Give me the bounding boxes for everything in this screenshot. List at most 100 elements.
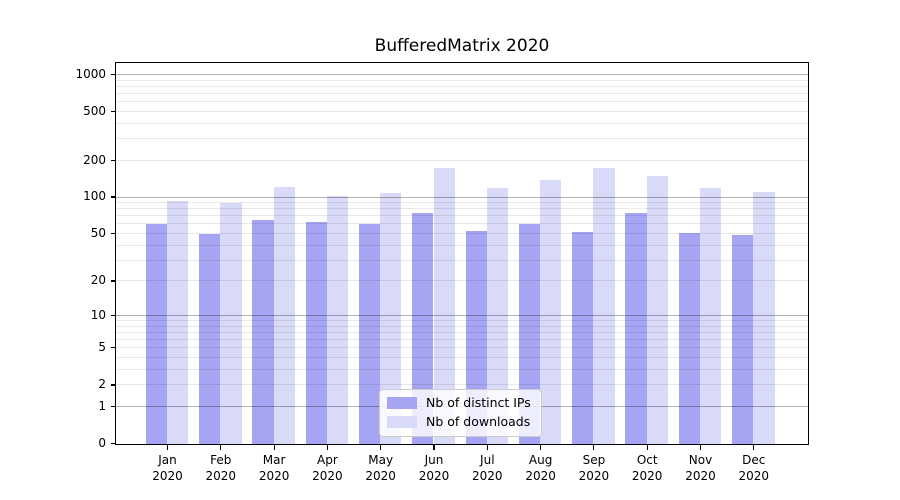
x-tick-label-nov: Nov 2020 <box>685 453 716 483</box>
y-tick-label: 5 <box>98 340 106 355</box>
x-tick-label-jul: Jul 2020 <box>472 453 503 483</box>
x-tick-mark <box>593 445 595 450</box>
gridline-major <box>116 73 808 75</box>
gridline-minor <box>116 93 808 94</box>
gridline-minor <box>116 357 808 358</box>
y-tick-label: 1000 <box>75 66 106 81</box>
gridline-minor <box>116 215 808 217</box>
y-tick-label: 0 <box>98 436 106 450</box>
gridline-minor <box>116 110 808 112</box>
bar-downloads-jun <box>433 167 455 444</box>
y-tick-label: 50 <box>90 225 106 240</box>
gridline-minor <box>116 259 808 261</box>
legend-swatch-downloads-icon <box>387 416 417 428</box>
x-tick-label-oct: Oct 2020 <box>631 453 663 483</box>
y-tick-mark <box>110 314 115 317</box>
gridline-major <box>116 196 808 198</box>
y-tick-mark <box>110 405 115 408</box>
gridline-major <box>116 314 808 316</box>
gridline-minor <box>116 320 808 321</box>
bar-downloads-dec <box>753 192 775 444</box>
gridline-minor <box>116 202 808 203</box>
gridline-minor <box>116 325 808 327</box>
bar-downloads-mar <box>273 186 295 444</box>
y-tick-mark <box>110 159 115 161</box>
bar-downloads-feb <box>220 203 242 444</box>
x-tick-mark <box>166 445 169 450</box>
y-tick-mark <box>110 384 115 386</box>
gridline-minor <box>116 331 808 333</box>
x-tick-mark <box>699 445 702 450</box>
x-tick-label-apr: Apr 2020 <box>312 453 343 483</box>
y-tick-label: 200 <box>83 152 106 167</box>
plot-canvas <box>116 63 808 444</box>
y-tick-label: 1 <box>98 398 106 413</box>
bar-distinct-ips-may <box>358 224 381 444</box>
y-tick-mark <box>110 196 115 198</box>
gridline-minor <box>116 384 808 386</box>
y-tick-mark <box>110 280 115 282</box>
chart-title: BufferedMatrix 2020 <box>374 36 550 56</box>
legend-label-downloads: Nb of downloads <box>426 414 531 429</box>
bar-distinct-ips-nov <box>678 232 700 444</box>
y-tick-label: 10 <box>90 307 106 322</box>
x-tick-label-jan: Jan 2020 <box>152 453 183 483</box>
x-tick-mark <box>380 445 382 450</box>
x-tick-mark <box>486 445 488 450</box>
x-tick-label-sep: Sep 2020 <box>578 453 610 483</box>
gridline-minor <box>116 85 808 87</box>
gridline-minor <box>116 223 808 225</box>
y-tick-label: 100 <box>83 189 106 204</box>
y-tick-mark <box>110 73 115 76</box>
gridline-minor <box>116 244 808 246</box>
bar-distinct-ips-aug <box>518 223 541 444</box>
gridline-minor <box>116 101 808 103</box>
gridline-minor <box>116 339 808 341</box>
gridline-minor <box>116 233 808 234</box>
bar-distinct-ips-dec <box>732 235 754 444</box>
x-tick-label-aug: Aug 2020 <box>525 453 556 483</box>
legend-item-downloads: Nb of downloads <box>387 414 531 430</box>
bar-downloads-oct <box>646 176 668 444</box>
gridline-minor <box>116 159 808 161</box>
y-tick-mark <box>110 443 115 445</box>
bar-distinct-ips-apr <box>305 221 327 444</box>
y-tick-mark <box>110 232 115 235</box>
bar-distinct-ips-sep <box>572 231 594 444</box>
legend: Nb of distinct IPs Nb of downloads <box>379 389 542 437</box>
x-tick-label-may: May 2020 <box>365 453 396 483</box>
bar-distinct-ips-feb <box>199 233 221 444</box>
x-tick-mark <box>753 445 755 450</box>
x-tick-label-feb: Feb 2020 <box>205 453 237 483</box>
bar-downloads-nov <box>700 188 722 444</box>
bar-distinct-ips-oct <box>625 213 647 444</box>
gridline-minor <box>116 208 808 210</box>
x-tick-label-mar: Mar 2020 <box>258 453 290 483</box>
y-tick-label: 2 <box>98 377 106 392</box>
bar-distinct-ips-jun <box>412 213 434 444</box>
x-tick-mark <box>326 445 328 450</box>
bar-downloads-jul <box>486 188 509 444</box>
x-tick-mark <box>540 445 542 450</box>
y-tick-label: 20 <box>90 273 106 288</box>
gridline-minor <box>116 122 808 124</box>
gridline-minor <box>116 368 808 370</box>
plot-area <box>115 62 809 445</box>
bar-distinct-ips-jan <box>145 223 167 444</box>
legend-swatch-distinct-ips-icon <box>387 397 417 409</box>
bar-downloads-may <box>380 193 402 444</box>
bar-distinct-ips-mar <box>252 220 274 444</box>
x-tick-mark <box>433 445 435 450</box>
gridline-minor <box>116 280 808 282</box>
x-tick-mark <box>273 445 275 450</box>
gridline-minor <box>116 347 808 349</box>
x-tick-mark <box>220 445 222 450</box>
bar-downloads-apr <box>326 195 349 444</box>
x-tick-label-jun: Jun 2020 <box>418 453 450 483</box>
x-tick-mark <box>646 445 648 450</box>
y-tick-mark <box>110 347 115 349</box>
gridline-minor <box>116 138 808 140</box>
bar-downloads-aug <box>540 180 562 444</box>
bar-downloads-sep <box>593 168 615 444</box>
